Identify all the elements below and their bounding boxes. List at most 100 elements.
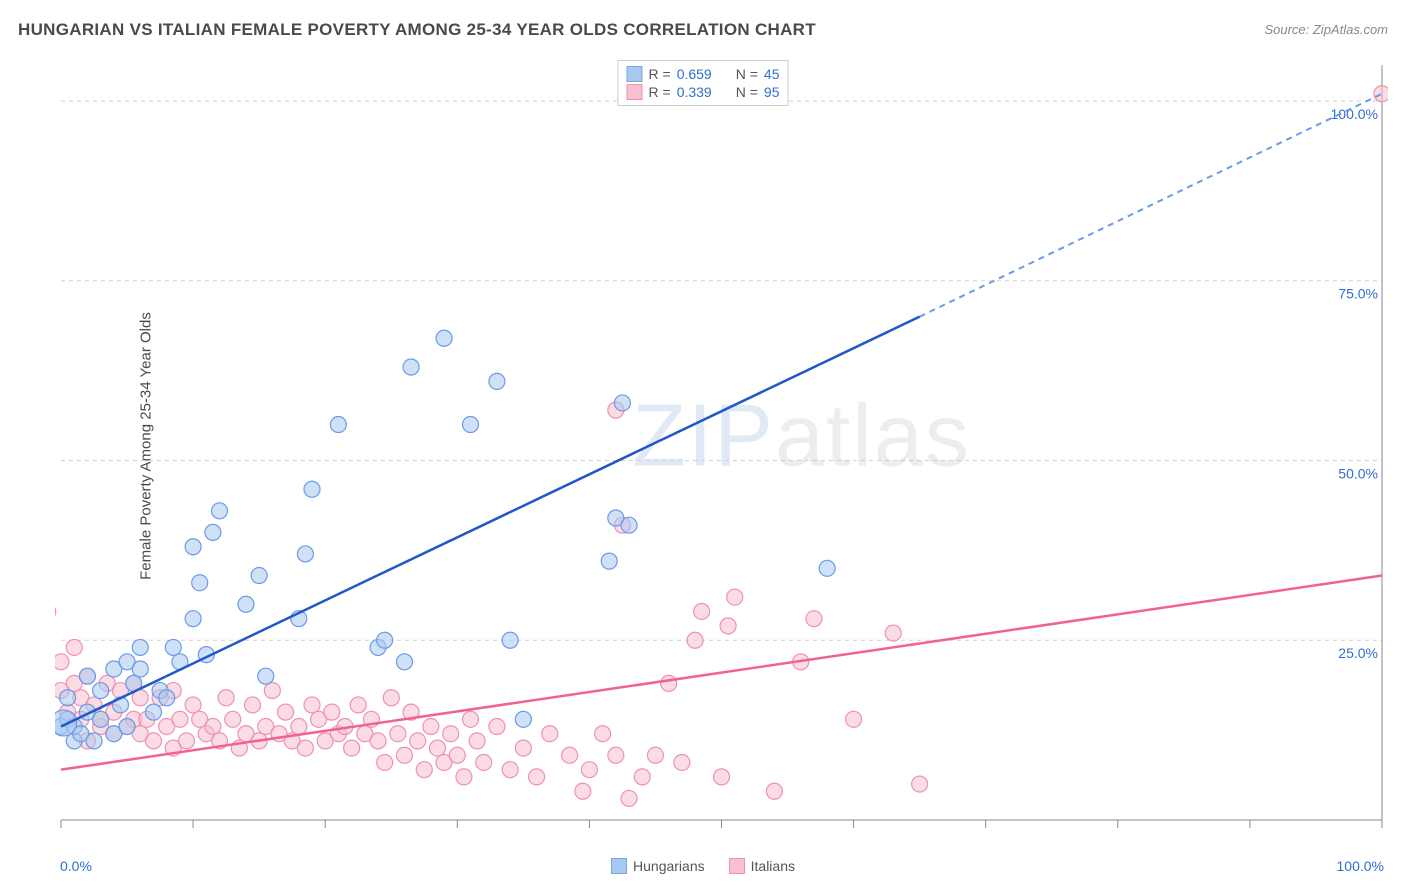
- data-point: [165, 639, 181, 655]
- r-value: 0.339: [677, 84, 712, 100]
- data-point: [93, 711, 109, 727]
- data-point: [55, 654, 69, 670]
- data-point: [205, 524, 221, 540]
- data-point: [912, 776, 928, 792]
- data-point: [225, 711, 241, 727]
- n-value: 45: [764, 66, 780, 82]
- data-point: [449, 747, 465, 763]
- legend-row: R = 0.659 N = 45: [627, 65, 780, 83]
- data-point: [291, 719, 307, 735]
- data-point: [403, 359, 419, 375]
- data-point: [324, 704, 340, 720]
- data-point: [172, 711, 188, 727]
- legend-label: Italians: [751, 858, 795, 874]
- legend-swatch: [627, 84, 643, 100]
- data-point: [297, 740, 313, 756]
- data-point: [185, 611, 201, 627]
- legend-swatch: [729, 858, 745, 874]
- data-point: [304, 481, 320, 497]
- y-tick-label: 75.0%: [1338, 286, 1378, 302]
- data-point: [350, 697, 366, 713]
- data-point: [55, 603, 56, 619]
- data-point: [396, 654, 412, 670]
- chart-title: HUNGARIAN VS ITALIAN FEMALE POVERTY AMON…: [18, 20, 816, 40]
- data-point: [502, 632, 518, 648]
- series-legend: HungariansItalians: [611, 858, 795, 874]
- data-point: [819, 560, 835, 576]
- data-point: [714, 769, 730, 785]
- data-point: [595, 726, 611, 742]
- legend-item: Italians: [729, 858, 795, 874]
- data-point: [463, 417, 479, 433]
- data-point: [278, 704, 294, 720]
- y-tick-label: 25.0%: [1338, 645, 1378, 661]
- data-point: [542, 726, 558, 742]
- y-tick-label: 50.0%: [1338, 465, 1378, 481]
- data-point: [562, 747, 578, 763]
- r-label: R =: [649, 66, 671, 82]
- n-label: N =: [736, 84, 758, 100]
- data-point: [463, 711, 479, 727]
- data-point: [674, 754, 690, 770]
- data-point: [264, 683, 280, 699]
- data-point: [93, 683, 109, 699]
- chart-area: 25.0%50.0%75.0%100.0%ZIPatlas: [55, 55, 1388, 844]
- data-point: [608, 747, 624, 763]
- data-point: [436, 330, 452, 346]
- data-point: [396, 747, 412, 763]
- svg-text:ZIPatlas: ZIPatlas: [632, 385, 971, 484]
- data-point: [766, 783, 782, 799]
- data-point: [515, 740, 531, 756]
- data-point: [344, 740, 360, 756]
- data-point: [238, 596, 254, 612]
- legend-row: R = 0.339 N = 95: [627, 83, 780, 101]
- trend-line-hungarian-extrapolated: [920, 94, 1382, 317]
- data-point: [601, 553, 617, 569]
- scatter-chart: 25.0%50.0%75.0%100.0%ZIPatlas: [55, 55, 1388, 844]
- data-point: [476, 754, 492, 770]
- data-point: [390, 726, 406, 742]
- data-point: [423, 719, 439, 735]
- data-point: [885, 625, 901, 641]
- data-point: [218, 690, 234, 706]
- x-axis-max-label: 100.0%: [1337, 858, 1384, 874]
- data-point: [119, 719, 135, 735]
- data-point: [806, 611, 822, 627]
- data-point: [159, 690, 175, 706]
- data-point: [60, 690, 76, 706]
- data-point: [846, 711, 862, 727]
- data-point: [581, 762, 597, 778]
- data-point: [79, 668, 95, 684]
- data-point: [647, 747, 663, 763]
- n-value: 95: [764, 84, 780, 100]
- data-point: [469, 733, 485, 749]
- data-point: [178, 733, 194, 749]
- data-point: [192, 575, 208, 591]
- data-point: [132, 661, 148, 677]
- data-point: [245, 697, 261, 713]
- source-label: Source: ZipAtlas.com: [1264, 22, 1388, 37]
- data-point: [330, 417, 346, 433]
- data-point: [694, 603, 710, 619]
- data-point: [258, 668, 274, 684]
- data-point: [575, 783, 591, 799]
- data-point: [212, 503, 228, 519]
- legend-swatch: [611, 858, 627, 874]
- data-point: [661, 675, 677, 691]
- r-label: R =: [649, 84, 671, 100]
- data-point: [66, 639, 82, 655]
- data-point: [529, 769, 545, 785]
- data-point: [443, 726, 459, 742]
- data-point: [304, 697, 320, 713]
- data-point: [489, 373, 505, 389]
- data-point: [145, 733, 161, 749]
- data-point: [456, 769, 472, 785]
- data-point: [429, 740, 445, 756]
- data-point: [377, 632, 393, 648]
- data-point: [251, 568, 267, 584]
- data-point: [1374, 86, 1388, 102]
- data-point: [370, 733, 386, 749]
- data-point: [720, 618, 736, 634]
- data-point: [416, 762, 432, 778]
- data-point: [86, 733, 102, 749]
